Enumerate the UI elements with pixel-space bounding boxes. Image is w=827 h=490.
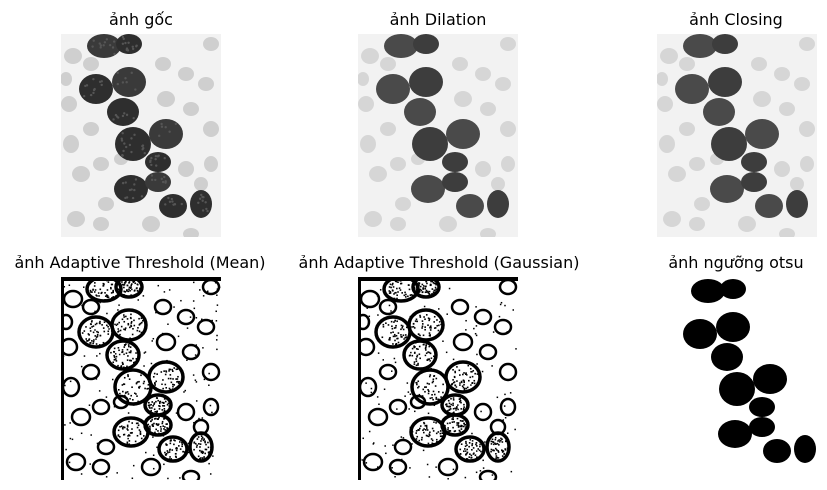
panel-title-dilation: ảnh Dilation [389, 10, 487, 29]
image-original [61, 34, 221, 237]
image-otsu [657, 277, 817, 480]
panel-title-original: ảnh gốc [109, 10, 173, 29]
panel-title-adaptive-gaussian: ảnh Adaptive Threshold (Gaussian) [298, 253, 580, 272]
image-closing [657, 34, 817, 237]
image-adaptive-mean [61, 277, 221, 480]
panel-title-closing: ảnh Closing [689, 10, 783, 29]
panel-title-otsu: ảnh ngưỡng otsu [668, 253, 804, 272]
image-dilation [358, 34, 518, 237]
image-adaptive-gaussian [358, 277, 518, 480]
panel-title-adaptive-mean: ảnh Adaptive Threshold (Mean) [14, 253, 266, 272]
